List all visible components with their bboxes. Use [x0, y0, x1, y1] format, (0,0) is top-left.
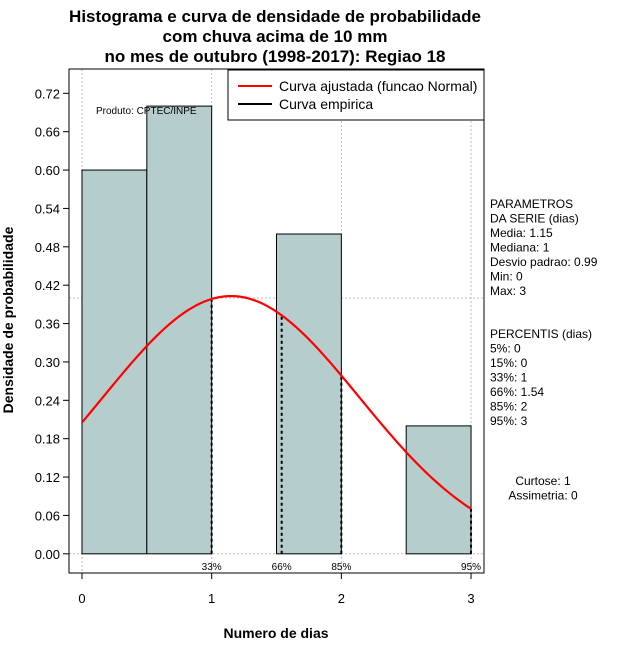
- percentil-line: 15%: 0: [490, 356, 528, 370]
- histogram-bar: [405, 425, 472, 555]
- legend-box: [227, 69, 485, 121]
- stat-line: Assimetria: 0: [508, 489, 578, 503]
- y-tick-label: 0.00: [35, 547, 60, 562]
- chart-title: Histograma e curva de densidade de proba…: [69, 7, 481, 66]
- x-axis-label: Numero de dias: [223, 625, 328, 641]
- histogram-bar: [146, 105, 213, 555]
- y-tick-label: 0.42: [35, 278, 60, 293]
- percentil-line: 95%: 3: [490, 414, 528, 428]
- y-tick-label: 0.66: [35, 125, 60, 140]
- y-tick-label: 0.60: [35, 163, 60, 178]
- stat-line: Curtose: 1: [515, 474, 571, 488]
- watermark-text: Produto: CPTEC/INPE: [96, 106, 197, 117]
- y-tick-label: 0.24: [35, 393, 60, 408]
- plot-frame: [68, 68, 485, 574]
- y-tick-label: 0.12: [35, 470, 60, 485]
- histogram-bar: [81, 169, 148, 555]
- percentile-lines: 33% 66% 85% 95%: [202, 299, 481, 573]
- y-tick-label: 0.30: [35, 355, 60, 370]
- y-tick-label: 0.54: [35, 201, 60, 216]
- param-line: Media: 1.15: [490, 226, 553, 240]
- param-line: PARAMETROS: [490, 197, 573, 211]
- histogram-bars: [81, 105, 472, 555]
- percentil-line: 5%: 0: [490, 342, 521, 356]
- percentile-label: 66%: [272, 562, 292, 573]
- param-line: Desvio padrao: 0.99: [490, 255, 598, 269]
- percentile-label: 33%: [202, 562, 222, 573]
- param-line: Mediana: 1: [490, 241, 550, 255]
- y-tick-label: 0.48: [35, 240, 60, 255]
- y-tick-label: 0.18: [35, 432, 60, 447]
- title-line-2: com chuva acima de 10 mm: [163, 27, 388, 46]
- legend-label-fit: Curva ajustada (funcao Normal): [279, 78, 477, 94]
- percentiles-panel: PERCENTIS (dias) 5%: 0 15%: 0 33%: 1 66%…: [490, 327, 592, 428]
- y-tick-label: 0.72: [35, 86, 60, 101]
- histogram-bar: [276, 233, 342, 555]
- percentil-line: 66%: 1.54: [490, 385, 544, 399]
- percentil-line: PERCENTIS (dias): [490, 327, 592, 341]
- param-line: Max: 3: [490, 284, 526, 298]
- legend: Curva ajustada (funcao Normal) Curva emp…: [227, 69, 485, 121]
- normal-curve: [81, 294, 472, 510]
- percentile-label: 85%: [331, 562, 351, 573]
- param-line: DA SERIE (dias): [490, 212, 579, 226]
- y-tick-label: 0.06: [35, 508, 60, 523]
- x-tick-label: 0: [78, 591, 85, 606]
- normal-curve-layer: [81, 294, 472, 510]
- percentil-line: 85%: 2: [490, 400, 528, 414]
- x-tick-label: 3: [467, 591, 474, 606]
- y-tick-label: 0.36: [35, 317, 60, 332]
- percentile-label: 95%: [461, 562, 481, 573]
- x-tick-label: 1: [208, 591, 215, 606]
- title-line-1: Histograma e curva de densidade de proba…: [69, 7, 481, 26]
- param-line: Min: 0: [490, 270, 523, 284]
- axes: 0.00 0.06 0.12 0.18 0.24 0.30 0.36 0.42 0.48 0.54…: [35, 68, 485, 606]
- y-axis-label: Densidade de probabilidade: [0, 226, 16, 413]
- legend-label-empirical: Curva empirica: [279, 96, 373, 112]
- x-tick-label: 2: [338, 591, 345, 606]
- title-line-3: no mes de outubro (1998-2017): Regiao 18: [104, 47, 445, 66]
- percentil-line: 33%: 1: [490, 371, 528, 385]
